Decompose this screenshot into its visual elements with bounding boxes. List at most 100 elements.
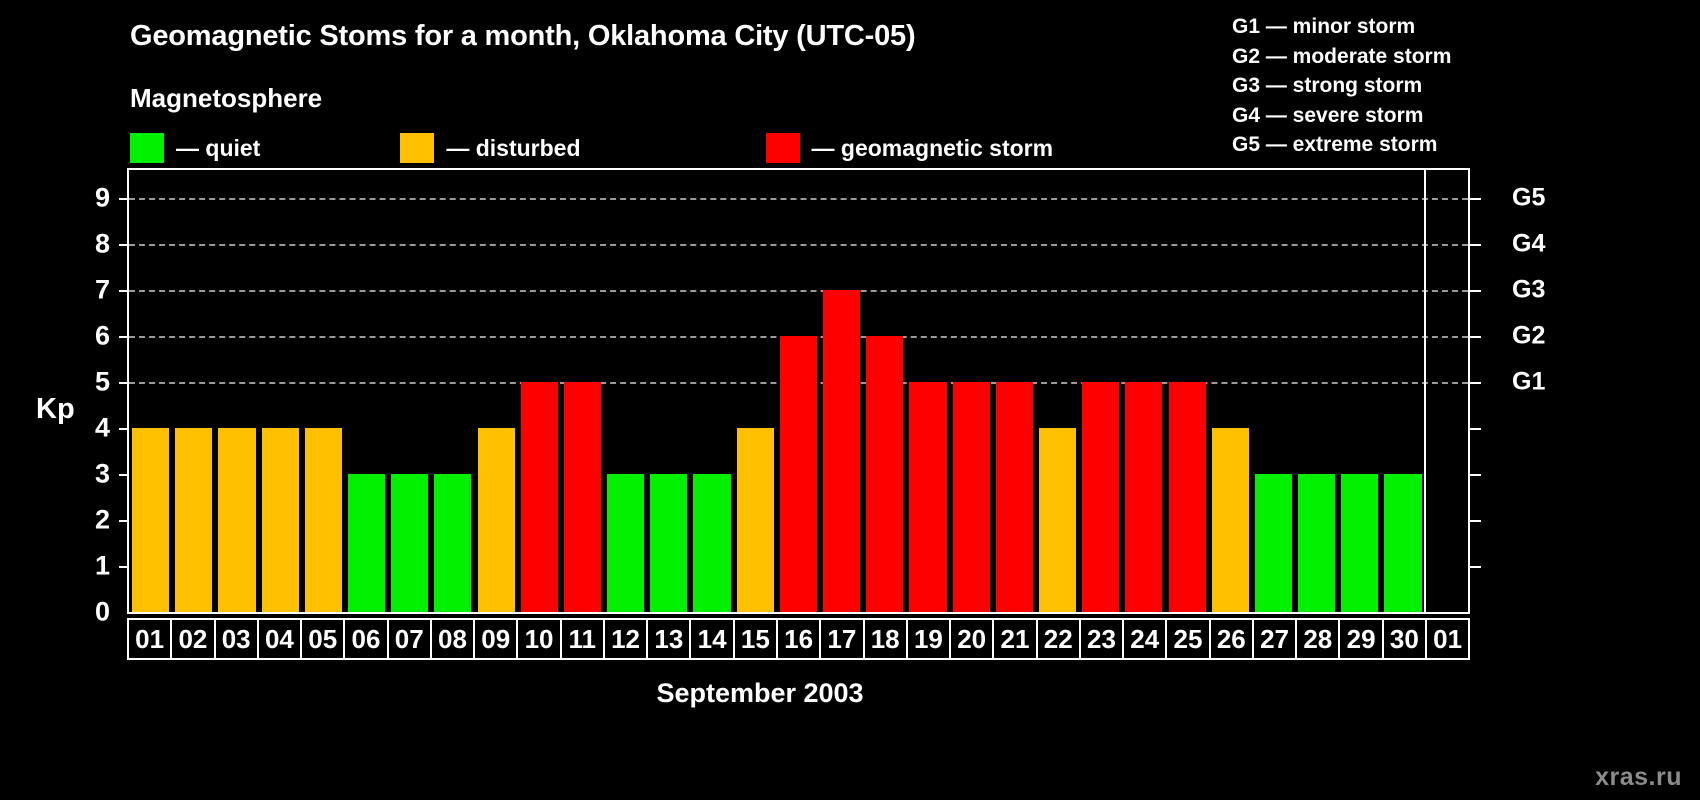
y-tick-label-0: 0 [94,596,110,627]
date-box-21[interactable]: 22 [1035,618,1081,660]
date-box-26[interactable]: 27 [1251,618,1298,660]
bar-cell-11[interactable] [561,170,604,612]
date-box-8[interactable]: 09 [473,618,519,660]
date-box-24[interactable]: 25 [1165,618,1211,660]
bar-29-kp-3 [1341,473,1379,612]
date-box-6[interactable]: 07 [386,618,432,660]
bar-cell-06[interactable] [345,170,388,612]
date-box-13[interactable]: 14 [689,618,735,660]
bar-cell-19[interactable] [906,170,949,612]
bar-cell-04[interactable] [259,170,302,612]
legend-label-quiet: — quiet [176,134,261,161]
g-axis-minor-tick-kp-3 [1470,473,1481,476]
bar-cell-12[interactable] [604,170,647,612]
bar-cell-08[interactable] [431,170,474,612]
legend-label-geomagnetic-storm: — geomagnetic storm [811,134,1054,161]
date-box-28[interactable]: 29 [1338,618,1384,660]
bar-cell-30[interactable] [1381,170,1424,612]
bar-18-kp-6 [866,335,904,612]
date-box-12[interactable]: 13 [646,618,692,660]
g-axis-label-G4: G4 [1512,229,1546,258]
bar-cell-26[interactable] [1209,170,1252,612]
page-title: Geomagnetic Stoms for a month, Oklahoma … [130,20,916,52]
y-tick-mark-9 [119,197,129,200]
bar-cell-03[interactable] [215,170,258,612]
date-box-29[interactable]: 30 [1381,618,1427,660]
date-box-30[interactable]: 01 [1424,618,1471,660]
bar-25-kp-5 [1168,381,1206,612]
date-box-18[interactable]: 19 [905,618,952,660]
bar-cell-25[interactable] [1166,170,1209,612]
g-axis-tick-G5 [1470,197,1481,200]
bar-cell-14[interactable] [690,170,733,612]
date-box-23[interactable]: 24 [1122,618,1168,660]
date-box-9[interactable]: 10 [516,618,562,660]
g-axis-minor-tick-kp-1 [1470,565,1481,568]
bar-cell-20[interactable] [950,170,993,612]
date-box-16[interactable]: 17 [819,618,865,660]
y-axis-title: Kp [36,393,75,425]
date-box-19[interactable]: 20 [949,618,995,660]
y-tick-label-1: 1 [94,550,110,581]
date-box-4[interactable]: 05 [300,618,346,660]
date-box-3[interactable]: 04 [256,618,303,660]
g-axis-minor-tick-kp-2 [1470,519,1481,522]
date-box-25[interactable]: 26 [1208,618,1254,660]
date-box-22[interactable]: 23 [1078,618,1125,660]
date-box-1[interactable]: 02 [170,618,216,660]
bar-cell-28[interactable] [1295,170,1338,612]
bar-cell-29[interactable] [1338,170,1381,612]
bar-03-kp-4 [218,427,256,612]
bar-cell-05[interactable] [302,170,345,612]
bar-cell-02[interactable] [172,170,215,612]
legend-item-geomagnetic-storm: — geomagnetic storm [765,133,1054,163]
date-box-27[interactable]: 28 [1295,618,1341,660]
legend-swatch-quiet [130,133,164,163]
date-box-7[interactable]: 08 [429,618,476,660]
bar-cell-23[interactable] [1079,170,1122,612]
g-axis-label-G5: G5 [1512,183,1546,212]
legend-item-disturbed: — disturbed [400,133,581,163]
bar-cell-24[interactable] [1122,170,1165,612]
date-box-15[interactable]: 16 [775,618,822,660]
g-scale-line-5: G5 — extreme storm [1232,133,1438,156]
date-box-17[interactable]: 18 [862,618,908,660]
bar-10-kp-5 [520,381,558,612]
bar-cell-13[interactable] [647,170,690,612]
bar-22-kp-4 [1038,427,1077,612]
x-axis-title-text: September 2003 [656,678,864,708]
bar-cell-27[interactable] [1252,170,1295,612]
bar-02-kp-4 [175,427,213,612]
date-box-2[interactable]: 03 [213,618,259,660]
g-axis-tick-G4 [1470,243,1481,246]
date-box-10[interactable]: 11 [559,618,605,660]
bar-12-kp-3 [607,473,645,612]
bar-09-kp-4 [477,427,515,612]
y-tick-label-2: 2 [94,504,110,535]
bar-cell-10[interactable] [518,170,561,612]
bar-cell-15[interactable] [734,170,777,612]
bar-cell-17[interactable] [820,170,863,612]
bar-07-kp-3 [391,473,429,612]
bar-cell-01[interactable] [1425,170,1468,612]
gridline-kp-9 [129,197,1468,200]
y-tick-mark-3 [119,473,129,476]
date-box-0[interactable]: 01 [127,618,173,660]
g-axis-minor-tick-kp-4 [1470,427,1481,430]
bar-cell-01[interactable] [129,170,172,612]
bar-cell-07[interactable] [388,170,431,612]
y-tick-label-6: 6 [94,320,110,351]
bar-cell-09[interactable] [475,170,518,612]
bar-cell-16[interactable] [777,170,820,612]
bar-04-kp-4 [261,427,299,612]
bar-20-kp-5 [952,381,990,612]
date-box-20[interactable]: 21 [992,618,1038,660]
date-box-14[interactable]: 15 [732,618,778,660]
bar-cell-18[interactable] [863,170,906,612]
legend-label-disturbed: — disturbed [446,134,581,161]
bar-cell-21[interactable] [993,170,1036,612]
date-box-5[interactable]: 06 [343,618,389,660]
bar-cell-22[interactable] [1036,170,1079,612]
date-box-11[interactable]: 12 [602,618,649,660]
